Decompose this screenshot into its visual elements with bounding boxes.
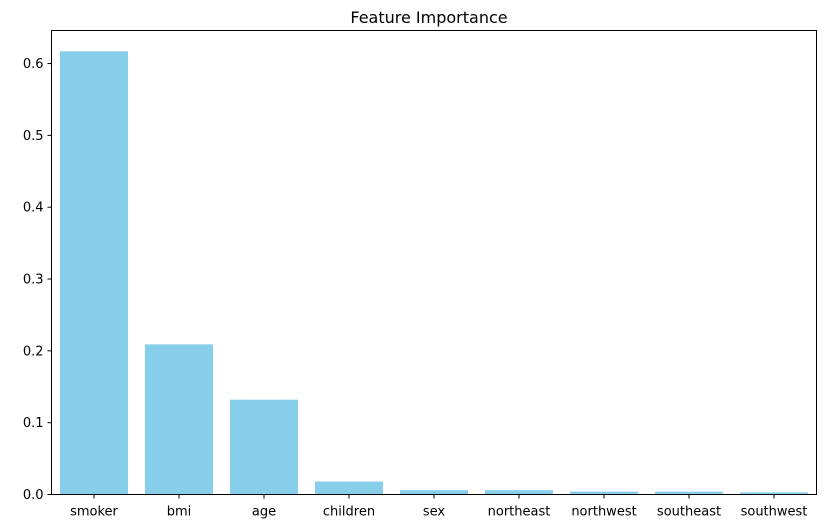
bar-sex [400,490,468,495]
plot-frame [51,30,817,495]
x-tick-label-children: children [323,505,375,520]
x-tick-label-northeast: northeast [488,505,551,520]
chart-title: Feature Importance [350,8,507,27]
y-tick-label: 0.0 [23,488,44,503]
x-tick-label-southeast: southeast [657,505,721,520]
bar-children [315,481,383,495]
x-tick-label-age: age [252,505,276,520]
x-tick-label-bmi: bmi [167,505,192,520]
bar-smoker [60,51,128,495]
y-tick-label: 0.3 [23,273,44,288]
bars-layer [60,51,808,495]
x-tick-label-northwest: northwest [571,505,636,520]
y-tick-label: 0.5 [23,129,44,144]
bar-northeast [485,490,553,495]
y-tick-label: 0.1 [23,416,44,431]
bar-bmi [145,344,213,495]
bar-age [230,399,298,495]
axes-layer: smoker bmi age children sex northeast northwes… [23,30,817,520]
x-tick-label-sex: sex [423,505,446,520]
bar-southeast [655,491,723,495]
bar-southwest [740,492,808,495]
x-tick-label-southwest: southwest [741,505,808,520]
y-tick-label: 0.6 [23,57,44,72]
y-tick-label: 0.4 [23,201,44,216]
y-tick-label: 0.2 [23,344,44,359]
bar-northwest [570,491,638,495]
x-tick-label-smoker: smoker [70,505,118,520]
